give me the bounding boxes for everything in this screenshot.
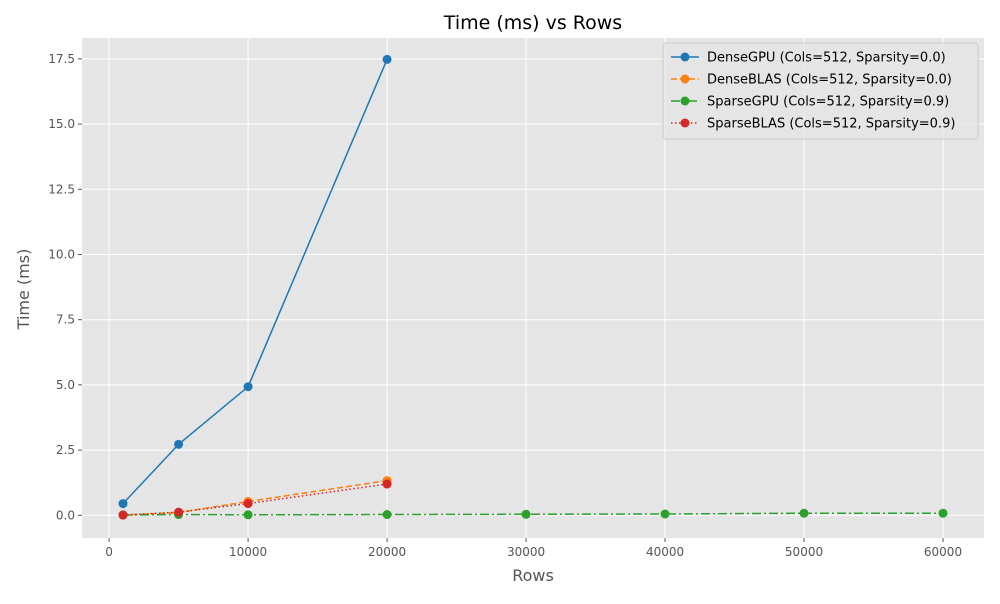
y-tick-label: 2.5 [56,443,75,457]
data-point [243,499,253,509]
legend-label: DenseGPU (Cols=512, Sparsity=0.0) [707,51,946,66]
x-tick-label: 50000 [785,545,823,559]
data-point [174,439,184,449]
data-point [243,382,253,392]
data-point [243,510,253,520]
data-point [521,509,531,519]
data-point [382,479,392,489]
data-point [174,507,184,517]
legend-swatch-marker [680,74,690,84]
legend-item: SparseBLAS (Cols=512, Sparsity=0.9) [671,117,955,132]
y-tick-label: 17.5 [48,52,75,66]
x-tick-label: 0 [105,545,113,559]
legend-swatch-marker [680,52,690,62]
y-tick-label: 0.0 [56,508,75,522]
data-point [382,510,392,520]
legend-swatch-marker [680,96,690,106]
y-tick-label: 7.5 [56,313,75,327]
legend-box [662,42,979,140]
data-point [938,508,948,518]
chart-title: Time (ms) vs Rows [443,12,622,34]
series-line [122,59,388,505]
x-tick-label: 40000 [646,545,684,559]
y-tick-label: 10.0 [48,247,75,261]
data-point [799,508,809,518]
y-tick-label: 15.0 [48,117,75,131]
x-axis-label: Rows [512,566,554,585]
legend-label: SparseGPU (Cols=512, Sparsity=0.9) [707,95,949,110]
legend: DenseGPU (Cols=512, Sparsity=0.0) DenseBL… [662,42,979,140]
legend-item: DenseBLAS (Cols=512, Sparsity=0.0) [671,73,952,88]
legend-swatch-marker [680,118,690,128]
data-point [382,54,392,64]
y-axis-label: Time (ms) [14,249,33,331]
series-3 [118,479,392,520]
series-0 [118,54,392,509]
axis-ticks: 0 10000 20000 30000 40000 50000 60000 0.0 2.5 5.0… [48,52,962,559]
legend-item: DenseGPU (Cols=512, Sparsity=0.0) [671,51,946,66]
y-tick-label: 5.0 [56,378,75,392]
x-tick-label: 10000 [229,545,267,559]
legend-label: DenseBLAS (Cols=512, Sparsity=0.0) [707,73,952,88]
x-tick-label: 60000 [924,545,962,559]
legend-item: SparseGPU (Cols=512, Sparsity=0.9) [671,95,949,110]
data-point [118,499,128,509]
data-point [660,509,670,519]
x-tick-label: 30000 [507,545,545,559]
legend-label: SparseBLAS (Cols=512, Sparsity=0.9) [707,117,955,132]
data-point [118,510,128,520]
x-tick-label: 20000 [368,545,406,559]
series-group [118,54,948,520]
y-tick-label: 12.5 [48,182,75,196]
series-line [122,479,388,516]
